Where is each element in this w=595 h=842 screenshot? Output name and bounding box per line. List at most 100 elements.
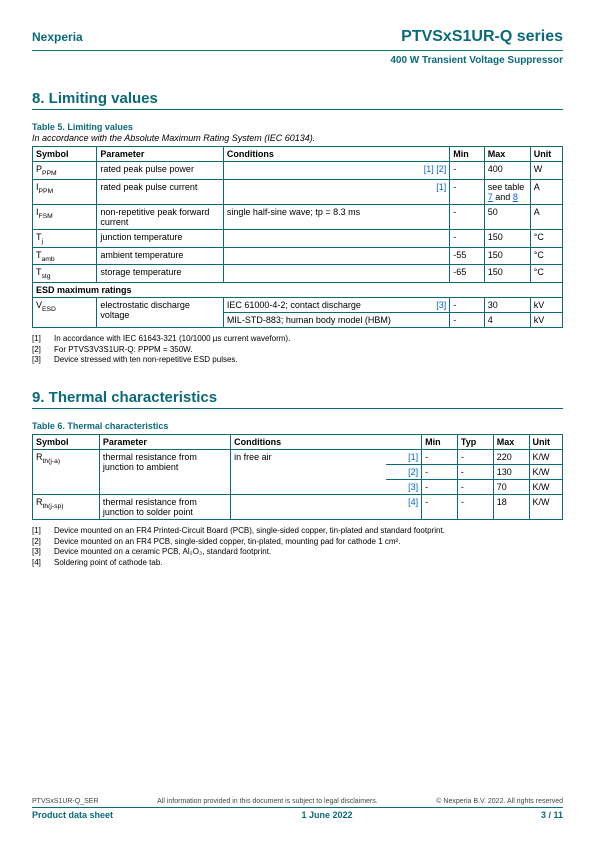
- cell-unit: kV: [530, 313, 562, 328]
- cell-min: -: [450, 229, 484, 247]
- cell-min: -: [450, 162, 484, 180]
- cell-ref: [2]: [386, 465, 422, 480]
- cell-cond: single half-sine wave; tp = 8.3 ms: [223, 204, 401, 229]
- cell-unit: K/W: [529, 480, 563, 495]
- cell-min: -: [450, 313, 484, 328]
- cell-cond: IEC 61000-4-2; contact discharge: [223, 298, 401, 313]
- cell-max: 4: [484, 313, 530, 328]
- footnote-text: Device mounted on an FR4 PCB, single-sid…: [54, 537, 400, 547]
- table-5-footnotes: [1]In accordance with IEC 61643-321 (10/…: [32, 334, 563, 365]
- cell-symbol: Rth(j-a): [33, 450, 100, 495]
- cell-symbol: Tj: [33, 229, 97, 247]
- cell-cond: [223, 265, 401, 283]
- subtitle: 400 W Transient Voltage Suppressor: [32, 55, 563, 66]
- cell-symbol: PPPM: [33, 162, 97, 180]
- cell-max: see table 7 and 8: [484, 179, 530, 204]
- esd-heading: ESD maximum ratings: [33, 283, 563, 298]
- col-symbol: Symbol: [33, 147, 97, 162]
- footnote-idx: [2]: [32, 537, 54, 547]
- cell-unit: W: [530, 162, 562, 180]
- cell-unit: K/W: [529, 465, 563, 480]
- footnote-text: Soldering point of cathode tab.: [54, 558, 163, 568]
- cell-ref: [3]: [386, 480, 422, 495]
- cell-unit: kV: [530, 298, 562, 313]
- cell-min: -: [450, 298, 484, 313]
- thermal-characteristics-table: Symbol Parameter Conditions Min Typ Max …: [32, 434, 563, 520]
- table-header-row: Symbol Parameter Conditions Min Max Unit: [33, 147, 563, 162]
- cell-symbol: Tstg: [33, 265, 97, 283]
- footnote-text: Device mounted on a ceramic PCB, Al₂O₃, …: [54, 547, 271, 557]
- cell-cond: [223, 179, 401, 204]
- col-max: Max: [484, 147, 530, 162]
- footnote-idx: [2]: [32, 345, 54, 355]
- cell-cond: [223, 229, 401, 247]
- page-footer: PTVSxS1UR-Q_SER All information provided…: [32, 798, 563, 820]
- cell-min: -: [422, 480, 458, 495]
- cell-max: 70: [493, 480, 529, 495]
- cell-cond: MIL-STD-883; human body model (HBM): [223, 313, 401, 328]
- table-row: Tambambient temperature-55150°C: [33, 247, 563, 265]
- col-max: Max: [493, 435, 529, 450]
- cell-param: electrostatic discharge voltage: [97, 298, 223, 328]
- table-row: Rth(j-a)thermal resistance from junction…: [33, 450, 563, 465]
- series-title: PTVSxS1UR-Q series: [401, 28, 563, 46]
- cell-param: thermal resistance from junction to ambi…: [99, 450, 230, 495]
- cell-typ: -: [457, 480, 493, 495]
- cell-max: 50: [484, 204, 530, 229]
- footnote: [1]In accordance with IEC 61643-321 (10/…: [32, 334, 563, 344]
- table-header-row: Symbol Parameter Conditions Min Typ Max …: [33, 435, 563, 450]
- cell-symbol: Tamb: [33, 247, 97, 265]
- cell-max: 150: [484, 229, 530, 247]
- cell-param: rated peak pulse power: [97, 162, 223, 180]
- cell-cond: [231, 495, 386, 520]
- col-symbol: Symbol: [33, 435, 100, 450]
- table-row: Rth(j-sp)thermal resistance from junctio…: [33, 495, 563, 520]
- cell-unit: A: [530, 204, 562, 229]
- cell-cond: in free air: [231, 450, 386, 495]
- cell-min: -: [450, 179, 484, 204]
- cell-typ: -: [457, 495, 493, 520]
- col-conditions: Conditions: [223, 147, 449, 162]
- brand-name: Nexperia: [32, 30, 83, 44]
- footer-page: 3 / 11: [541, 810, 563, 820]
- cell-unit: A: [530, 179, 562, 204]
- cell-ref: [402, 229, 450, 247]
- footnote-text: Device mounted on an FR4 Printed-Circuit…: [54, 526, 445, 536]
- cell-symbol: IPPM: [33, 179, 97, 204]
- col-unit: Unit: [529, 435, 563, 450]
- cell-param: storage temperature: [97, 265, 223, 283]
- cell-ref: [402, 247, 450, 265]
- cell-min: -: [450, 204, 484, 229]
- cell-min: -65: [450, 265, 484, 283]
- cell-symbol: VESD: [33, 298, 97, 328]
- footer-code: PTVSxS1UR-Q_SER: [32, 798, 99, 805]
- col-parameter: Parameter: [97, 147, 223, 162]
- cell-unit: K/W: [529, 450, 563, 465]
- col-unit: Unit: [530, 147, 562, 162]
- footnote-idx: [3]: [32, 547, 54, 557]
- cell-ref: [1] [2]: [402, 162, 450, 180]
- cell-cond: [223, 162, 401, 180]
- footnote-idx: [4]: [32, 558, 54, 568]
- cell-ref: [402, 204, 450, 229]
- table-5-caption: Table 5. Limiting values: [32, 122, 563, 132]
- table-row: VESDelectrostatic discharge voltageIEC 6…: [33, 298, 563, 313]
- cell-max: 150: [484, 265, 530, 283]
- table-row: IFSMnon-repetitive peak forward currents…: [33, 204, 563, 229]
- cell-symbol: Rth(j-sp): [33, 495, 100, 520]
- footer-copyright: © Nexperia B.V. 2022. All rights reserve…: [436, 798, 563, 805]
- cell-unit: °C: [530, 265, 562, 283]
- table-row: Tstgstorage temperature -65150°C: [33, 265, 563, 283]
- cell-ref: [4]: [386, 495, 422, 520]
- cell-cond: [223, 247, 401, 265]
- footer-date: 1 June 2022: [301, 810, 352, 820]
- cell-min: -: [422, 495, 458, 520]
- cell-min: -: [422, 465, 458, 480]
- footnote: [3]Device mounted on a ceramic PCB, Al₂O…: [32, 547, 563, 557]
- table-5-note: In accordance with the Absolute Maximum …: [32, 133, 563, 143]
- col-typ: Typ: [457, 435, 493, 450]
- col-min: Min: [422, 435, 458, 450]
- cell-typ: -: [457, 465, 493, 480]
- section-9-heading: 9. Thermal characteristics: [32, 389, 563, 409]
- limiting-values-table: Symbol Parameter Conditions Min Max Unit…: [32, 146, 563, 328]
